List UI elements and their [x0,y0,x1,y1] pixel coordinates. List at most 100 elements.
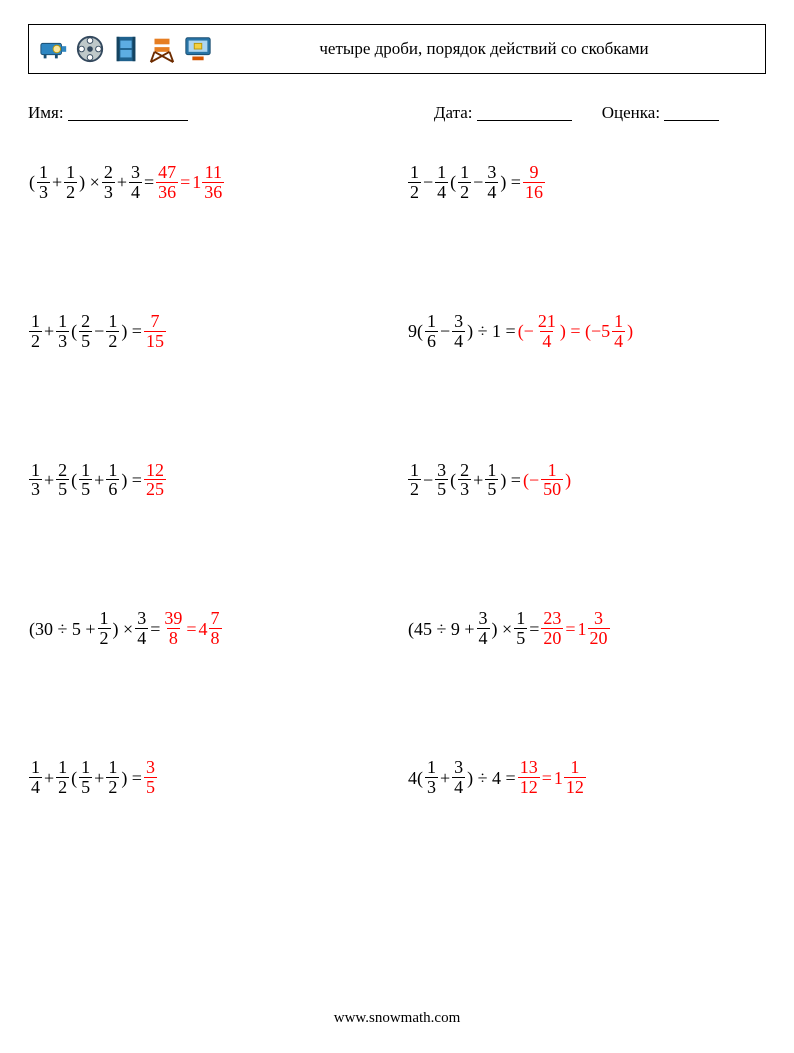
text-token: − [423,173,433,191]
fraction: 916 [523,163,545,202]
text-token: (− [518,322,534,340]
text-token: + [117,173,127,191]
text-token: + [440,769,450,787]
expression: 9(16 − 34) ÷ 1 = (−214) = (−514) [407,312,634,351]
fraction: 1136 [202,163,224,202]
score-label: Оценка: [602,103,660,122]
text-token: (30 ÷ 5 + [29,620,96,638]
fraction: 34 [452,312,465,351]
fraction: 14 [29,758,42,797]
problem-cell: 12 − 35(23 + 15) = (−150) [407,461,766,500]
fraction: 23 [458,461,471,500]
fraction: 15 [79,461,92,500]
text-token: ( [29,173,35,191]
text-token: = [186,620,196,638]
fraction: 34 [135,609,148,648]
fraction: 15 [485,461,498,500]
fraction: 14 [612,312,625,351]
text-token: = [529,620,539,638]
mixed-number: 478 [199,609,222,648]
problem-cell: 13 + 25(15 + 16) = 1225 [28,461,387,500]
text-token: + [52,173,62,191]
fraction: 25 [79,312,92,351]
fraction: 13 [37,163,50,202]
film-strip-icon [111,34,141,64]
meta-row: Имя: Дата: Оценка: [28,100,766,123]
fraction: 12 [458,163,471,202]
text-token: = [144,173,154,191]
expression: 14 + 12(15 + 12) = 35 [28,758,158,797]
text-token: = [565,620,575,638]
fraction: 25 [56,461,69,500]
text-token: + [94,471,104,489]
text-token: ) × [79,173,100,191]
fraction: 12 [56,758,69,797]
expression: (30 ÷ 5 + 12) × 34 = 398 = 478 [28,609,223,648]
worksheet-page: четыре дроби, порядок действий со скобка… [0,0,794,1053]
text-token: ) = [500,173,521,191]
footer-url: www.snowmath.com [0,1010,794,1027]
expression: 12 − 35(23 + 15) = (−150) [407,461,572,500]
projector-icon [39,34,69,64]
fraction: 12 [408,461,421,500]
header-icons [39,34,213,64]
monitor-icon [183,34,213,64]
text-token: ( [71,769,77,787]
fraction: 1312 [518,758,540,797]
expression: (45 ÷ 9 + 34) × 15 = 2320 = 1320 [407,609,611,648]
problem-cell: 14 + 12(15 + 12) = 35 [28,758,387,797]
fraction: 4736 [156,163,178,202]
text-token: ) = [121,769,142,787]
text-token: ) ÷ 1 = [467,322,516,340]
text-token: ( [71,322,77,340]
text-token: − [423,471,433,489]
text-token: 4( [408,769,423,787]
problem-cell: 4(13 + 34) ÷ 4 = 1312 = 1112 [407,758,766,797]
text-token: + [44,471,54,489]
expression: 13 + 25(15 + 16) = 1225 [28,461,167,500]
text-token: ) [627,322,633,340]
fraction: 35 [144,758,157,797]
problem-cell: (45 ÷ 9 + 34) × 15 = 2320 = 1320 [407,609,766,648]
fraction: 23 [102,163,115,202]
score-blank[interactable] [664,103,719,121]
text-token: (45 ÷ 9 + [408,620,475,638]
fraction: 214 [536,312,558,351]
text-token: − [440,322,450,340]
text-token: ) = [500,471,521,489]
fraction: 13 [29,461,42,500]
mixed-number: 1320 [578,609,610,648]
fraction: 78 [209,609,222,648]
fraction: 12 [408,163,421,202]
mixed-number: 11136 [192,163,224,202]
text-token: ) = (−5 [560,322,610,340]
fraction: 150 [541,461,563,500]
text-token: + [44,322,54,340]
mixed-number: 1112 [554,758,586,797]
fraction: 16 [425,312,438,351]
expression: (13 + 12) × 23 + 34 = 4736 = 11136 [28,163,225,202]
fraction: 2320 [541,609,563,648]
fraction: 320 [588,609,610,648]
date-blank[interactable] [477,103,572,121]
text-token: ( [450,471,456,489]
fraction: 112 [564,758,586,797]
text-token: − [473,173,483,191]
text-token: + [44,769,54,787]
text-token: ) = [121,322,142,340]
text-token: − [94,322,104,340]
text-token: ) ÷ 4 = [467,769,516,787]
text-token: ) [565,471,571,489]
text-token: + [94,769,104,787]
problem-cell: (13 + 12) × 23 + 34 = 4736 = 11136 [28,163,387,202]
text-token: + [473,471,483,489]
expression: 12 + 13(25 − 12) = 715 [28,312,167,351]
text-token: ) × [492,620,513,638]
fraction: 16 [106,461,119,500]
name-blank[interactable] [68,103,188,121]
fraction: 34 [452,758,465,797]
text-token: ( [71,471,77,489]
fraction: 398 [162,609,184,648]
worksheet-title: четыре дроби, порядок действий со скобка… [213,39,755,59]
director-chair-icon [147,34,177,64]
